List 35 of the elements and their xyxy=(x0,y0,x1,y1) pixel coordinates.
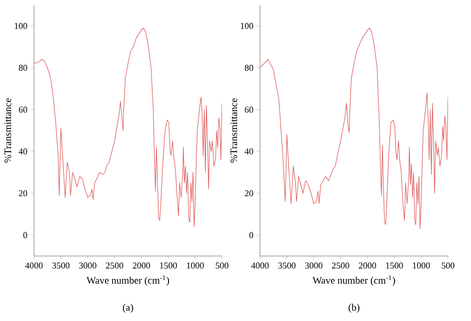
x-tick-label: 3000 xyxy=(305,262,322,269)
y-tick-label: 0 xyxy=(249,232,254,238)
text: (b) xyxy=(348,304,360,313)
x-tick-label: 1000 xyxy=(186,262,204,269)
x-axis-title: Wave number (cm$^{-1}$) xyxy=(312,275,396,286)
x-axis-title: Wave number (cm$^{-1}$) xyxy=(86,275,170,286)
x-tick-label: 2000 xyxy=(132,262,150,269)
x-tick-label: 500 xyxy=(216,262,228,269)
y-tick-label: 40 xyxy=(244,148,254,154)
y-tick-label: 80 xyxy=(18,64,28,71)
x-tick-label: 2500 xyxy=(332,262,350,269)
y-tick-label: 100 xyxy=(14,22,28,29)
x-tick-label: 2500 xyxy=(106,262,124,269)
y-axis-title: %Transmittance xyxy=(230,98,238,163)
x-tick-label: 3500 xyxy=(278,262,296,269)
y-tick-label: 60 xyxy=(244,106,254,113)
x-tick-label: 4000 xyxy=(251,262,269,269)
y-tick-label: 100 xyxy=(240,22,254,29)
x-tick-label: 3500 xyxy=(52,262,70,269)
y-tick-label: 0 xyxy=(23,232,28,238)
y-tick-label: 60 xyxy=(18,106,28,113)
x-tick-label: 1500 xyxy=(386,262,403,269)
y-tick-label: 40 xyxy=(18,148,28,154)
x-tick-label: 2000 xyxy=(358,262,376,269)
x-tick-label: 500 xyxy=(442,262,454,269)
text: (a) xyxy=(122,304,134,313)
x-tick-label: 4000 xyxy=(25,262,43,269)
line-series xyxy=(34,28,222,228)
y-axis-title: %Transmittance xyxy=(4,98,12,163)
x-tick-label: 1000 xyxy=(412,262,430,269)
x-tick-label: 1500 xyxy=(160,262,177,269)
y-tick-label: 20 xyxy=(244,190,254,196)
x-tick-label: 3000 xyxy=(79,262,96,269)
y-tick-label: 20 xyxy=(18,190,28,196)
y-tick-label: 80 xyxy=(244,64,254,71)
